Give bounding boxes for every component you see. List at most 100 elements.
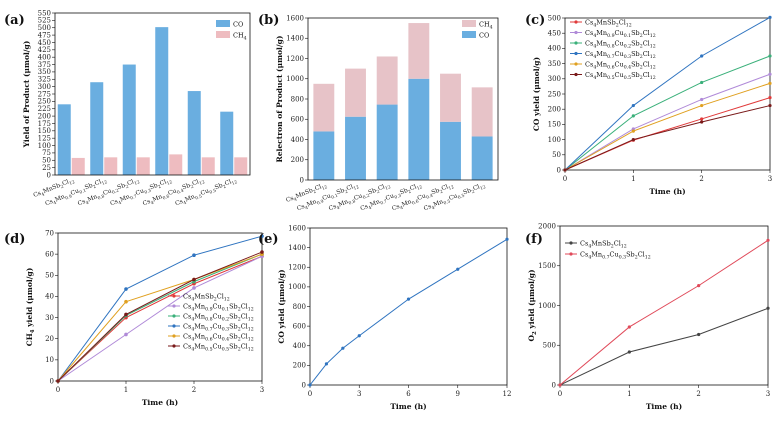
series-line xyxy=(559,307,769,386)
legend-marker xyxy=(574,62,578,66)
legend-entry: Cs4MnSb2Cl12 xyxy=(585,18,632,28)
category-label: Cs4Mn0.9Cu0.1Sb2Cl12 xyxy=(44,176,108,209)
y-tick-label: 1200 xyxy=(286,55,304,63)
y-tick-label: 200 xyxy=(293,362,306,370)
y-tick-label: 300 xyxy=(38,83,51,91)
series-line xyxy=(57,255,263,382)
category-label: Cs4Mn0.7Cu0.3Sb2Cl12 xyxy=(109,176,173,209)
y-tick-label: 300 xyxy=(548,75,561,83)
data-point xyxy=(700,120,704,124)
x-tick-label: 12 xyxy=(503,390,512,398)
y-tick-label: 1000 xyxy=(288,283,306,291)
y-tick-label: 525 xyxy=(38,17,51,25)
y-tick-label: 0 xyxy=(552,381,556,389)
bar xyxy=(90,82,104,175)
y-tick-label: 550 xyxy=(38,9,51,17)
y-tick-label: 200 xyxy=(291,156,304,164)
data-point xyxy=(124,312,128,317)
data-point xyxy=(631,129,635,133)
data-point xyxy=(56,379,60,383)
y-tick-label: 20 xyxy=(45,335,54,343)
y-tick-label: 1600 xyxy=(286,14,304,22)
chart-panel: Cs4MnSb2Cl12Cs4Mn0.9Cu0.1Sb2Cl12Cs4Mn0.8… xyxy=(4,9,251,209)
series-line xyxy=(309,238,508,386)
bar xyxy=(376,56,398,105)
y-tick-label: 200 xyxy=(548,106,561,114)
panel-label: (d) xyxy=(4,232,25,247)
y-axis-label: Yield of Product (μmol/g) xyxy=(22,41,31,149)
x-tick-label: 0 xyxy=(563,175,567,183)
data-point xyxy=(324,362,329,366)
legend-marker xyxy=(574,41,578,45)
x-tick-label: 3 xyxy=(768,175,772,183)
plot-frame xyxy=(309,227,508,386)
legend-marker xyxy=(574,51,578,56)
y-tick-label: 800 xyxy=(293,303,306,311)
category-label: Cs4Mn0.5Cu0.5Sb2Cl12 xyxy=(423,181,487,214)
data-point xyxy=(768,81,772,85)
x-tick-label: 2 xyxy=(696,390,700,398)
legend-marker xyxy=(574,20,578,24)
data-point xyxy=(192,286,196,290)
legend-entry: Cs4Mn0.6Cu0.4Sb2Cl12 xyxy=(585,60,656,70)
data-point xyxy=(768,103,772,108)
y-tick-label: 50 xyxy=(552,151,561,159)
y-axis-label: Relectron of Product (μmol/g) xyxy=(275,36,284,163)
bar xyxy=(57,104,71,175)
y-tick-label: 500 xyxy=(548,14,561,22)
y-tick-label: 10 xyxy=(45,356,54,364)
y-axis-label: CH4 yield (μmol/g) xyxy=(25,268,36,347)
y-tick-label: 400 xyxy=(38,53,51,61)
bar xyxy=(345,68,366,117)
legend-marker xyxy=(569,252,573,256)
y-tick-label: 30 xyxy=(45,314,54,322)
y-tick-label: 275 xyxy=(38,90,51,98)
data-point xyxy=(700,117,704,121)
data-point xyxy=(505,237,509,241)
legend-swatch xyxy=(462,20,476,27)
bar xyxy=(440,121,461,180)
y-tick-label: 70 xyxy=(45,229,54,237)
panel-label: (c) xyxy=(525,13,545,28)
data-point xyxy=(768,72,772,76)
data-point xyxy=(766,306,770,310)
y-tick-label: 0 xyxy=(300,176,304,184)
category-label: Cs4Mn0.8Cu0.2Sb2Cl12 xyxy=(77,176,141,209)
legend-entry: CH4 xyxy=(479,21,493,31)
chart-panel: 0 200 400 600 800 1000 1200 1400 1600 0 3 6 9 12 CO yi… xyxy=(258,224,511,411)
data-point xyxy=(631,114,635,118)
y-tick-label: 450 xyxy=(548,30,561,38)
x-axis-label: Time (h) xyxy=(390,402,426,411)
x-tick-label: 3 xyxy=(357,390,361,398)
y-tick-label: 2000 xyxy=(538,222,556,230)
bar xyxy=(313,83,335,132)
legend-entry: Cs4Mn0.8Cu0.2Sb2Cl12 xyxy=(585,39,656,49)
x-axis-label: Time (h) xyxy=(646,402,682,411)
legend-marker xyxy=(172,334,176,338)
y-tick-label: 175 xyxy=(38,120,51,128)
bar xyxy=(471,136,493,180)
series-line xyxy=(564,16,771,171)
x-tick-label: 1 xyxy=(627,390,631,398)
category-label: Cs4Mn0.7Cu0.3Sb2Cl12 xyxy=(359,181,423,214)
legend-marker xyxy=(172,314,176,318)
data-point xyxy=(260,234,264,238)
y-tick-label: 0 xyxy=(302,381,306,389)
x-tick-label: 1 xyxy=(124,386,128,394)
data-point xyxy=(768,54,772,58)
y-tick-label: 0 xyxy=(47,171,51,179)
data-point xyxy=(563,168,567,172)
y-tick-label: 0 xyxy=(557,166,561,174)
data-point xyxy=(627,350,631,354)
y-tick-label: 500 xyxy=(543,342,556,350)
bar xyxy=(136,157,150,175)
legend-swatch xyxy=(216,31,230,38)
bar xyxy=(408,23,430,79)
y-tick-label: 500 xyxy=(38,24,51,32)
y-tick-label: 250 xyxy=(38,98,51,106)
legend-entry: Cs4Mn0.8Cu0.2Sb2Cl12 xyxy=(183,312,254,322)
data-point xyxy=(124,332,128,337)
y-tick-label: 1400 xyxy=(288,244,306,252)
data-point xyxy=(700,103,704,108)
y-tick-label: 40 xyxy=(45,293,54,301)
